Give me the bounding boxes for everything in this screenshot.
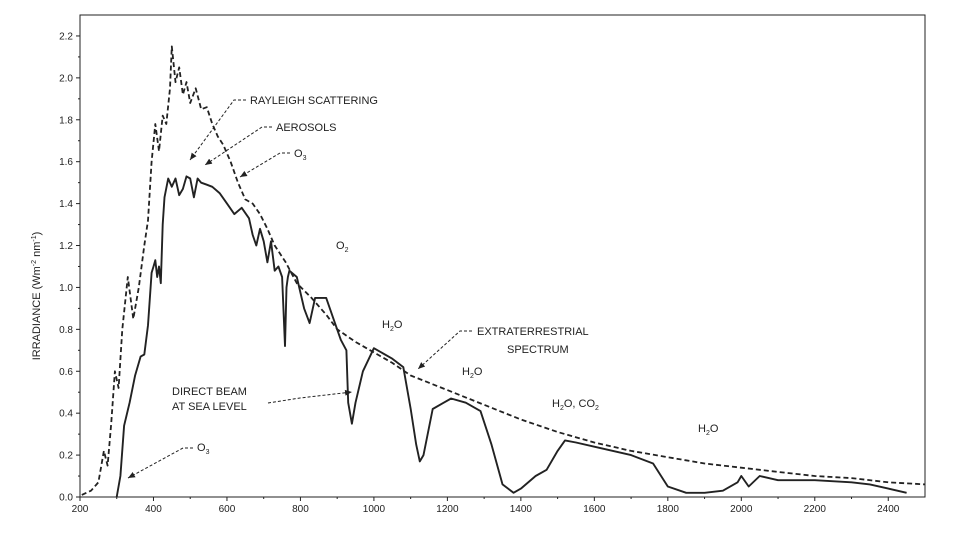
leader-direct-beam xyxy=(267,389,353,404)
y-tick-label: 2.0 xyxy=(59,73,73,84)
x-tick-label: 1400 xyxy=(510,504,533,515)
annotation-o3-top: O3 xyxy=(294,148,307,162)
x-tick-label: 2000 xyxy=(730,504,753,515)
y-tick-label: 1.6 xyxy=(59,157,73,168)
series-layer xyxy=(81,45,926,498)
annotation-sea-level: AT SEA LEVEL xyxy=(172,401,247,413)
x-tick-label: 200 xyxy=(72,504,89,515)
annotation-extraterrestrial: EXTRATERRESTRIAL xyxy=(477,326,589,338)
leader-aerosols xyxy=(204,126,272,166)
x-tick-label: 2200 xyxy=(804,504,827,515)
x-axis: 200 400 600 800 1000 1200 1400 1600 1800 2000 2200… xyxy=(72,497,900,515)
x-tick-label: 1600 xyxy=(583,504,606,515)
annotation-aerosols: AEROSOLS xyxy=(276,122,337,134)
y-tick-label: 0.2 xyxy=(59,451,73,462)
leader-extraterrestrial xyxy=(417,330,472,370)
annotation-spectrum: SPECTRUM xyxy=(507,344,569,356)
y-tick-label: 1.0 xyxy=(59,283,73,294)
y-tick-label: 0.8 xyxy=(59,325,73,336)
series-line-direct-beam xyxy=(115,175,907,498)
annotation-o2: O2 xyxy=(336,240,349,254)
y-tick-label: 0.0 xyxy=(59,493,73,504)
x-tick-label: 1800 xyxy=(657,504,680,515)
y-tick-label: 0.6 xyxy=(59,367,73,378)
x-tick-label: 800 xyxy=(292,504,309,515)
annotation-rayleigh: RAYLEIGH SCATTERING xyxy=(250,95,378,107)
y-tick-label: 1.8 xyxy=(59,115,73,126)
annotation-arrows xyxy=(127,99,472,479)
annotation-h2o-1: H2O xyxy=(382,319,403,333)
leader-rayleigh xyxy=(189,99,246,161)
annotation-h2o-co2: H2O, CO2 xyxy=(552,398,599,412)
y-tick-label: 1.2 xyxy=(59,241,73,252)
x-tick-label: 1200 xyxy=(436,504,459,515)
annotation-h2o-2: H2O xyxy=(462,366,483,380)
y-axis-label: IRRADIANCE (Wm-2 nm-1) xyxy=(31,232,43,361)
leader-o3-bottom xyxy=(127,447,193,479)
x-tick-label: 1000 xyxy=(363,504,386,515)
annotation-o3-bottom: O3 xyxy=(197,442,210,456)
annotation-h2o-3: H2O xyxy=(698,423,719,437)
y-tick-label: 2.2 xyxy=(59,31,73,42)
plot-frame xyxy=(79,14,926,498)
series-line-extraterrestrial xyxy=(81,45,926,496)
annotation-direct-beam: DIRECT BEAM xyxy=(172,386,247,398)
y-axis: 0.0 0.2 0.4 0.6 0.8 1.0 1.2 1.4 1.6 1.8 2.0 2.2 xyxy=(59,31,80,504)
y-tick-label: 0.4 xyxy=(59,409,73,420)
x-tick-label: 2400 xyxy=(877,504,900,515)
x-tick-label: 600 xyxy=(219,504,236,515)
y-tick-label: 1.4 xyxy=(59,199,73,210)
leader-o3-top xyxy=(239,152,290,178)
x-tick-label: 400 xyxy=(145,504,162,515)
